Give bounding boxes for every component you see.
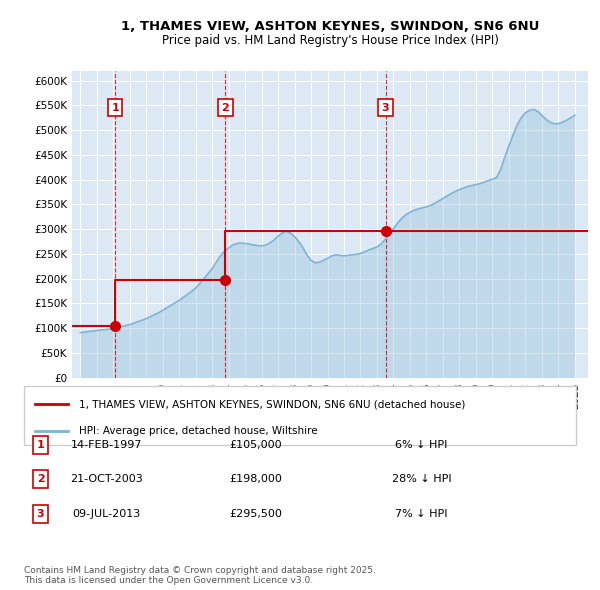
Text: 28% ↓ HPI: 28% ↓ HPI xyxy=(392,474,451,484)
Text: 3: 3 xyxy=(37,509,44,519)
Text: 2: 2 xyxy=(221,103,229,113)
Text: 1, THAMES VIEW, ASHTON KEYNES, SWINDON, SN6 6NU (detached house): 1, THAMES VIEW, ASHTON KEYNES, SWINDON, … xyxy=(79,399,466,409)
Text: 6% ↓ HPI: 6% ↓ HPI xyxy=(395,440,448,450)
Text: 1: 1 xyxy=(112,103,119,113)
Text: 14-FEB-1997: 14-FEB-1997 xyxy=(71,440,143,450)
Text: Price paid vs. HM Land Registry's House Price Index (HPI): Price paid vs. HM Land Registry's House … xyxy=(161,34,499,47)
Text: HPI: Average price, detached house, Wiltshire: HPI: Average price, detached house, Wilt… xyxy=(79,426,318,435)
Text: 1: 1 xyxy=(37,440,44,450)
Text: 09-JUL-2013: 09-JUL-2013 xyxy=(73,509,141,519)
Text: £295,500: £295,500 xyxy=(229,509,282,519)
Text: 1, THAMES VIEW, ASHTON KEYNES, SWINDON, SN6 6NU: 1, THAMES VIEW, ASHTON KEYNES, SWINDON, … xyxy=(121,20,539,33)
Text: 21-OCT-2003: 21-OCT-2003 xyxy=(70,474,143,484)
Text: 7% ↓ HPI: 7% ↓ HPI xyxy=(395,509,448,519)
Text: £105,000: £105,000 xyxy=(230,440,282,450)
Text: 2: 2 xyxy=(37,474,44,484)
Text: 3: 3 xyxy=(382,103,389,113)
Text: Contains HM Land Registry data © Crown copyright and database right 2025.
This d: Contains HM Land Registry data © Crown c… xyxy=(24,566,376,585)
Text: £198,000: £198,000 xyxy=(229,474,282,484)
